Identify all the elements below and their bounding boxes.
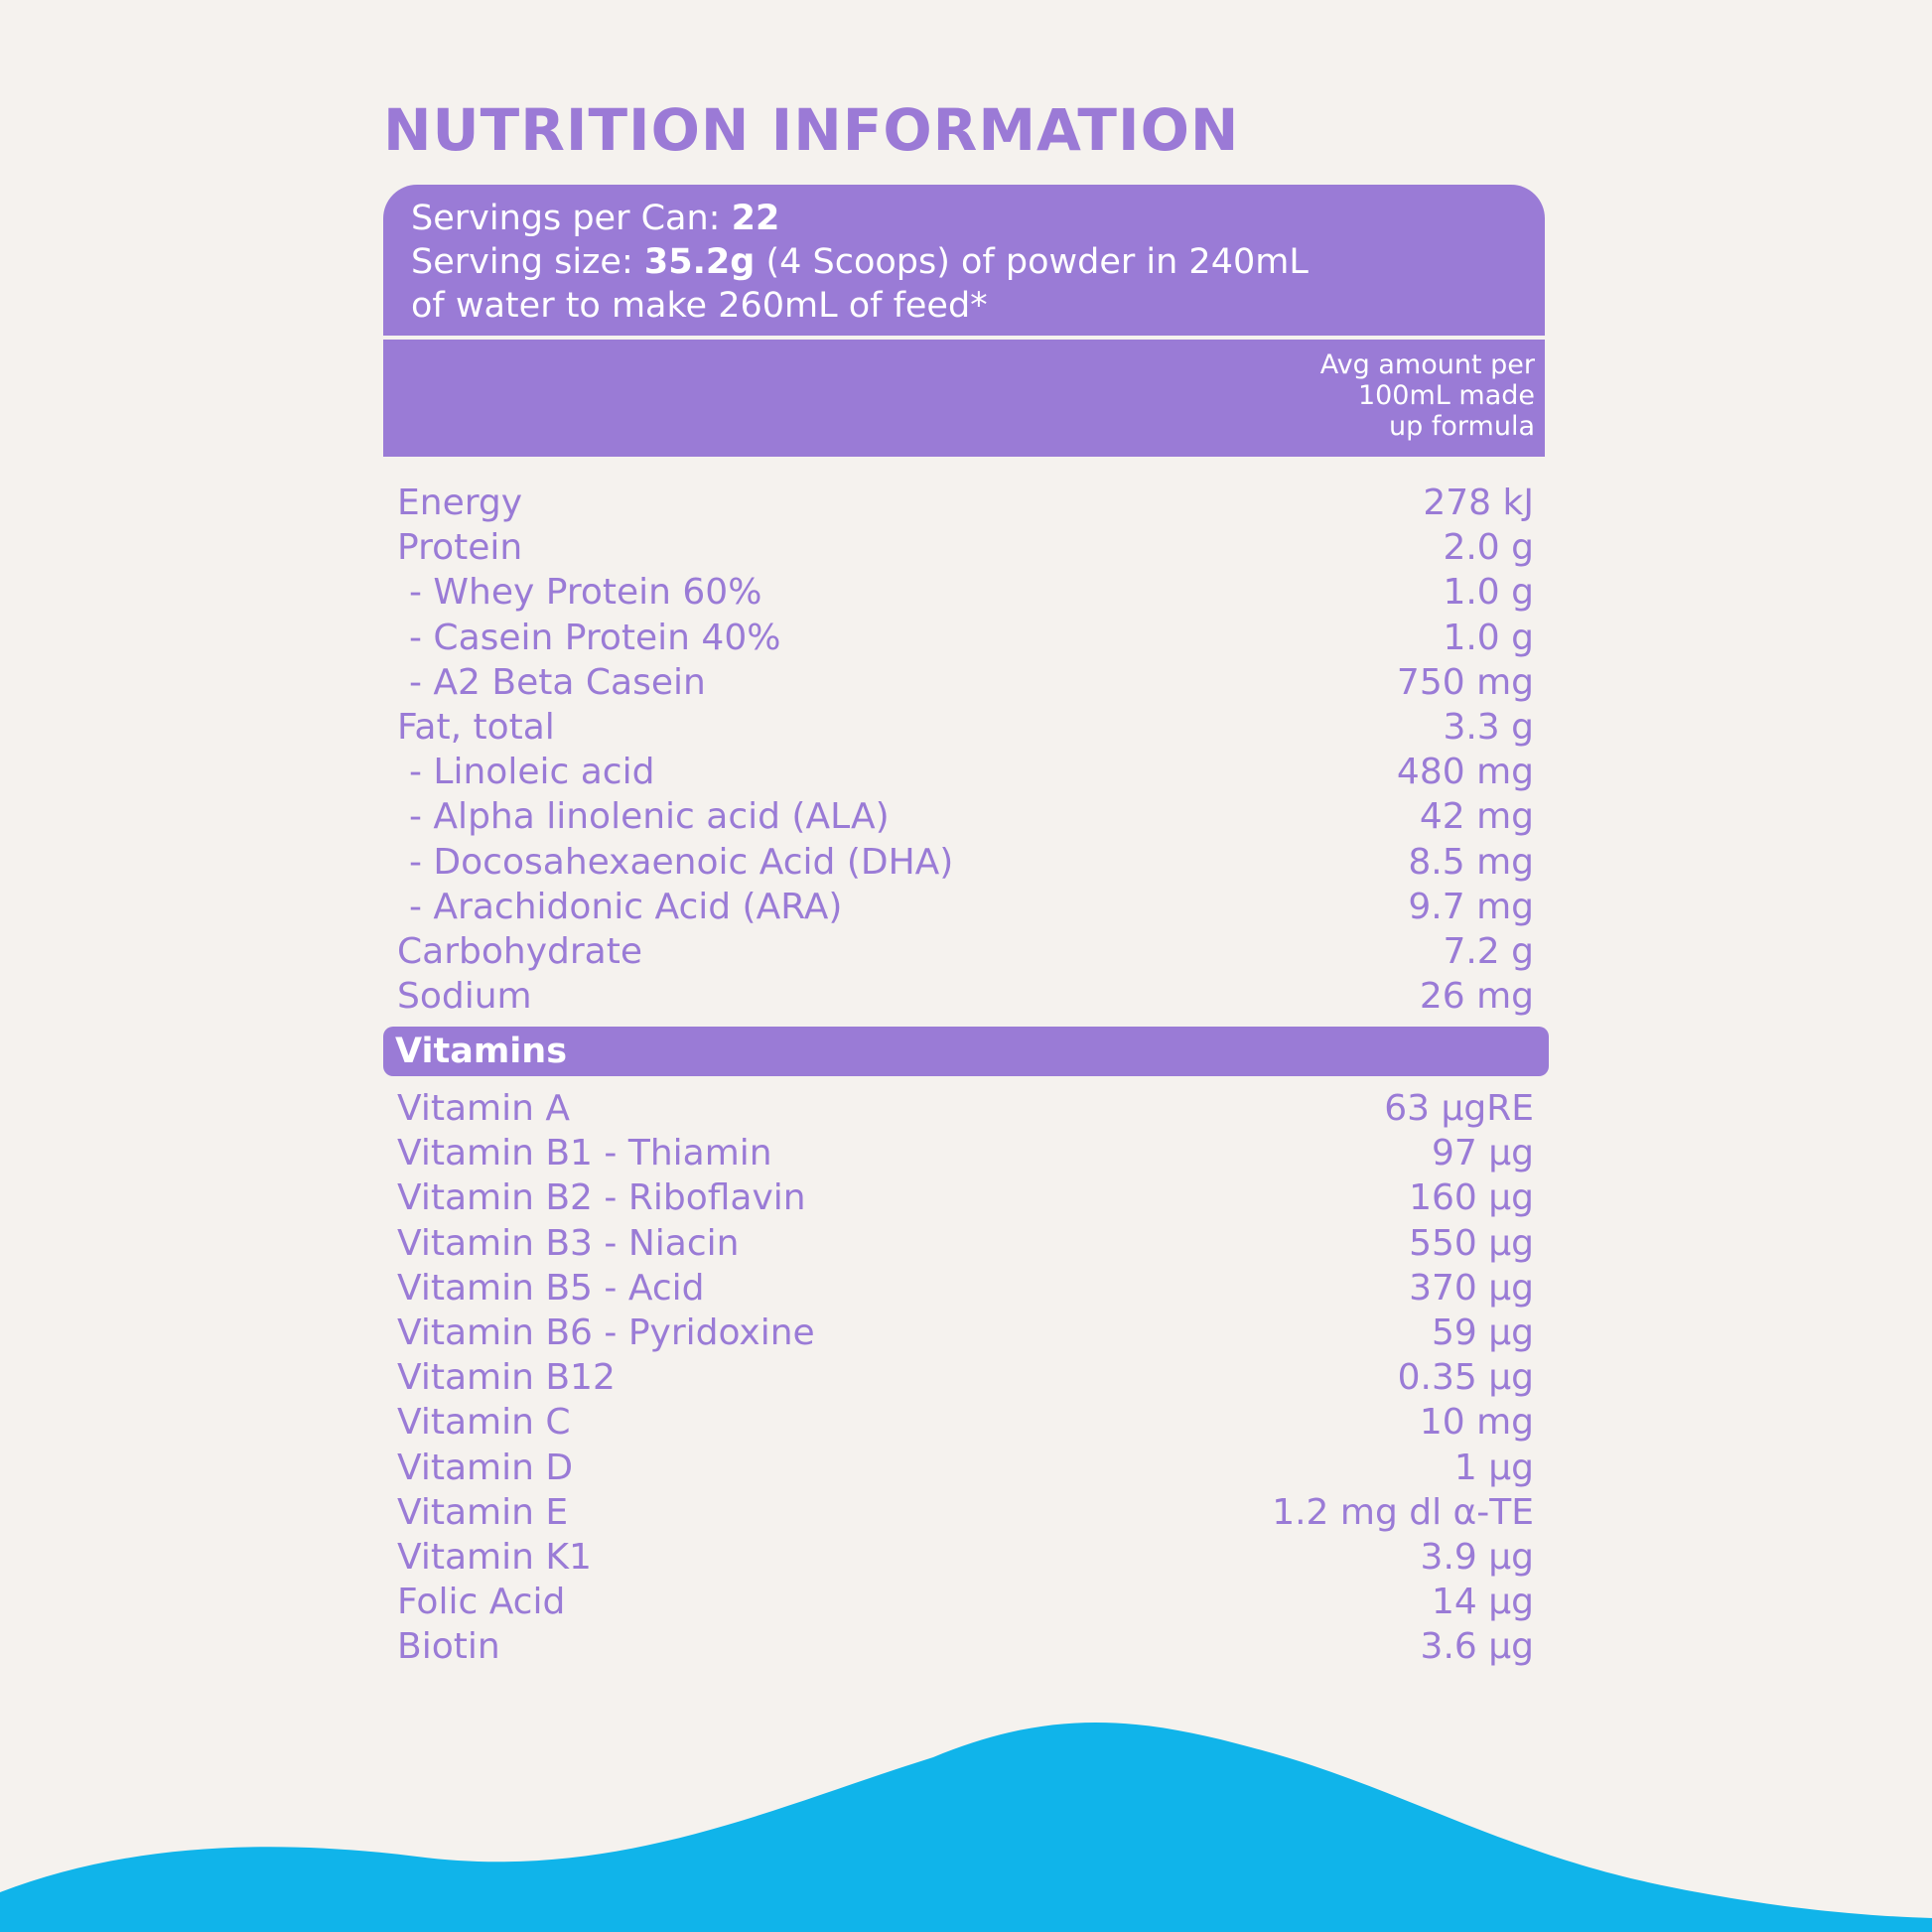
vitamin-row-value: 63 µgRE — [1384, 1088, 1534, 1130]
nutrient-row-value: 7.2 g — [1443, 930, 1534, 972]
nutrient-row: - Docosahexaenoic Acid (DHA) 8.5 mg — [397, 840, 1534, 885]
vitamin-row-value: 160 µg — [1409, 1177, 1534, 1219]
vitamin-row-label: Vitamin K1 — [397, 1536, 592, 1578]
vitamin-row-value: 0.35 µg — [1397, 1357, 1534, 1399]
serving-size-rest: (4 Scoops) of powder in 240mL — [755, 242, 1309, 282]
vitamin-row: Vitamin B5 - Acid 370 µg — [397, 1266, 1534, 1311]
vitamin-row-label: Vitamin A — [397, 1088, 570, 1130]
servings-label: Servings per Can: — [411, 199, 732, 238]
nutrient-row-label: Fat, total — [397, 707, 555, 749]
nutrient-row: Carbohydrate 7.2 g — [397, 929, 1534, 974]
nutrient-row: - Whey Protein 60% 1.0 g — [397, 570, 1534, 615]
nutrient-row-value: 1.0 g — [1443, 617, 1534, 658]
vitamin-row-label: Vitamin E — [397, 1491, 569, 1533]
nutrient-row-value: 1.0 g — [1443, 572, 1534, 614]
column-header-line1: Avg amount per — [1319, 349, 1535, 380]
nutrient-row: - A2 Beta Casein 750 mg — [397, 660, 1534, 705]
serving-size-value: 35.2g — [643, 242, 756, 282]
nutrient-list: Energy 278 kJ Protein 2.0 g- Whey Protein 6… — [397, 481, 1534, 1019]
vitamin-row-value: 10 mg — [1419, 1402, 1534, 1444]
vitamin-row-label: Folic Acid — [397, 1582, 566, 1623]
nutrient-row-label: Energy — [397, 483, 523, 524]
nutrient-row-label: Protein — [397, 527, 523, 569]
nutrient-row-label: - A2 Beta Casein — [409, 661, 706, 703]
vitamin-row-label: Vitamin B1 - Thiamin — [397, 1133, 772, 1174]
nutrient-row-label: - Arachidonic Acid (ARA) — [409, 886, 843, 927]
vitamin-row-value: 59 µg — [1431, 1312, 1534, 1354]
vitamin-row-value: 550 µg — [1409, 1222, 1534, 1264]
vitamin-row-label: Vitamin B6 - Pyridoxine — [397, 1312, 815, 1354]
nutrient-row-value: 2.0 g — [1443, 527, 1534, 569]
vitamin-row: Vitamin K1 3.9 µg — [397, 1535, 1534, 1580]
vitamin-row: Vitamin B12 0.35 µg — [397, 1355, 1534, 1400]
vitamin-row: Vitamin E 1.2 mg dl α-TE — [397, 1490, 1534, 1535]
serving-panel: Servings per Can: 22 Serving size: 35.2g… — [383, 185, 1545, 457]
nutrient-row-value: 26 mg — [1419, 976, 1534, 1018]
nutrient-row-value: 42 mg — [1419, 796, 1534, 838]
nutrient-row: Protein 2.0 g — [397, 525, 1534, 570]
vitamin-row: Vitamin B3 - Niacin 550 µg — [397, 1221, 1534, 1266]
servings-line: Servings per Can: 22 — [411, 197, 1517, 240]
vitamin-row-label: Vitamin C — [397, 1402, 571, 1444]
vitamin-row-label: Vitamin D — [397, 1447, 574, 1488]
vitamin-row-value: 14 µg — [1431, 1582, 1534, 1623]
serving-size-line2: of water to make 260mL of feed* — [411, 286, 988, 326]
nutrient-row-value: 3.3 g — [1443, 707, 1534, 749]
vitamin-row-label: Biotin — [397, 1626, 500, 1668]
serving-info: Servings per Can: 22 Serving size: 35.2g… — [383, 185, 1545, 336]
vitamin-row: Vitamin B1 - Thiamin 97 µg — [397, 1131, 1534, 1175]
vitamin-list: Vitamin A 63 µgRE Vitamin B1 - Thiamin 97 µ… — [397, 1086, 1534, 1669]
page-title: NUTRITION INFORMATION — [383, 96, 1240, 164]
wave-shape — [0, 1723, 1932, 1932]
nutrient-row-value: 750 mg — [1396, 661, 1534, 703]
nutrient-row-label: - Docosahexaenoic Acid (DHA) — [409, 841, 954, 883]
vitamin-row-label: Vitamin B12 — [397, 1357, 616, 1399]
vitamin-row-label: Vitamin B3 - Niacin — [397, 1222, 740, 1264]
vitamin-row-value: 1 µg — [1453, 1447, 1534, 1488]
nutrient-row-label: - Alpha linolenic acid (ALA) — [409, 796, 890, 838]
column-header: Avg amount per 100mL made up formula — [383, 340, 1545, 457]
vitamin-row-value: 97 µg — [1431, 1133, 1534, 1174]
wave-decoration — [0, 1723, 1932, 1932]
nutrient-row-value: 278 kJ — [1423, 483, 1534, 524]
nutrient-row-label: - Linoleic acid — [409, 752, 655, 793]
vitamins-header: Vitamins — [383, 1027, 1549, 1076]
nutrient-row-label: Sodium — [397, 976, 532, 1018]
servings-value: 22 — [731, 199, 780, 238]
nutrient-row-label: Carbohydrate — [397, 930, 642, 972]
column-header-line3: up formula — [1389, 411, 1535, 442]
vitamin-row: Vitamin B6 - Pyridoxine 59 µg — [397, 1311, 1534, 1355]
vitamin-row: Vitamin A 63 µgRE — [397, 1086, 1534, 1131]
vitamin-row-value: 3.9 µg — [1420, 1536, 1534, 1578]
nutrient-row: - Alpha linolenic acid (ALA) 42 mg — [397, 794, 1534, 839]
vitamin-row-value: 1.2 mg dl α-TE — [1272, 1491, 1534, 1533]
nutrient-row: Fat, total 3.3 g — [397, 705, 1534, 750]
vitamin-row: Vitamin D 1 µg — [397, 1446, 1534, 1490]
nutrient-row: Sodium 26 mg — [397, 974, 1534, 1019]
vitamin-row: Vitamin B2 - Riboflavin 160 µg — [397, 1175, 1534, 1220]
vitamin-row-value: 370 µg — [1409, 1267, 1534, 1309]
vitamin-row: Biotin 3.6 µg — [397, 1624, 1534, 1669]
nutrient-row: - Linoleic acid 480 mg — [397, 750, 1534, 794]
serving-size-line: Serving size: 35.2g (4 Scoops) of powder… — [411, 240, 1517, 284]
nutrient-row: - Arachidonic Acid (ARA) 9.7 mg — [397, 885, 1534, 929]
header-divider — [383, 336, 1545, 340]
nutrient-row-label: - Whey Protein 60% — [409, 572, 762, 614]
vitamin-row-label: Vitamin B5 - Acid — [397, 1267, 705, 1309]
nutrient-row: Energy 278 kJ — [397, 481, 1534, 525]
vitamin-row-label: Vitamin B2 - Riboflavin — [397, 1177, 806, 1219]
nutrient-row: - Casein Protein 40% 1.0 g — [397, 616, 1534, 660]
vitamin-row: Folic Acid 14 µg — [397, 1580, 1534, 1624]
vitamin-row-value: 3.6 µg — [1420, 1626, 1534, 1668]
column-header-line2: 100mL made — [1357, 380, 1535, 411]
nutrient-row-value: 480 mg — [1396, 752, 1534, 793]
nutrient-row-value: 8.5 mg — [1408, 841, 1534, 883]
vitamin-row: Vitamin C 10 mg — [397, 1400, 1534, 1445]
nutrient-row-value: 9.7 mg — [1408, 886, 1534, 927]
serving-size-label: Serving size: — [411, 242, 644, 282]
nutrient-row-label: - Casein Protein 40% — [409, 617, 781, 658]
